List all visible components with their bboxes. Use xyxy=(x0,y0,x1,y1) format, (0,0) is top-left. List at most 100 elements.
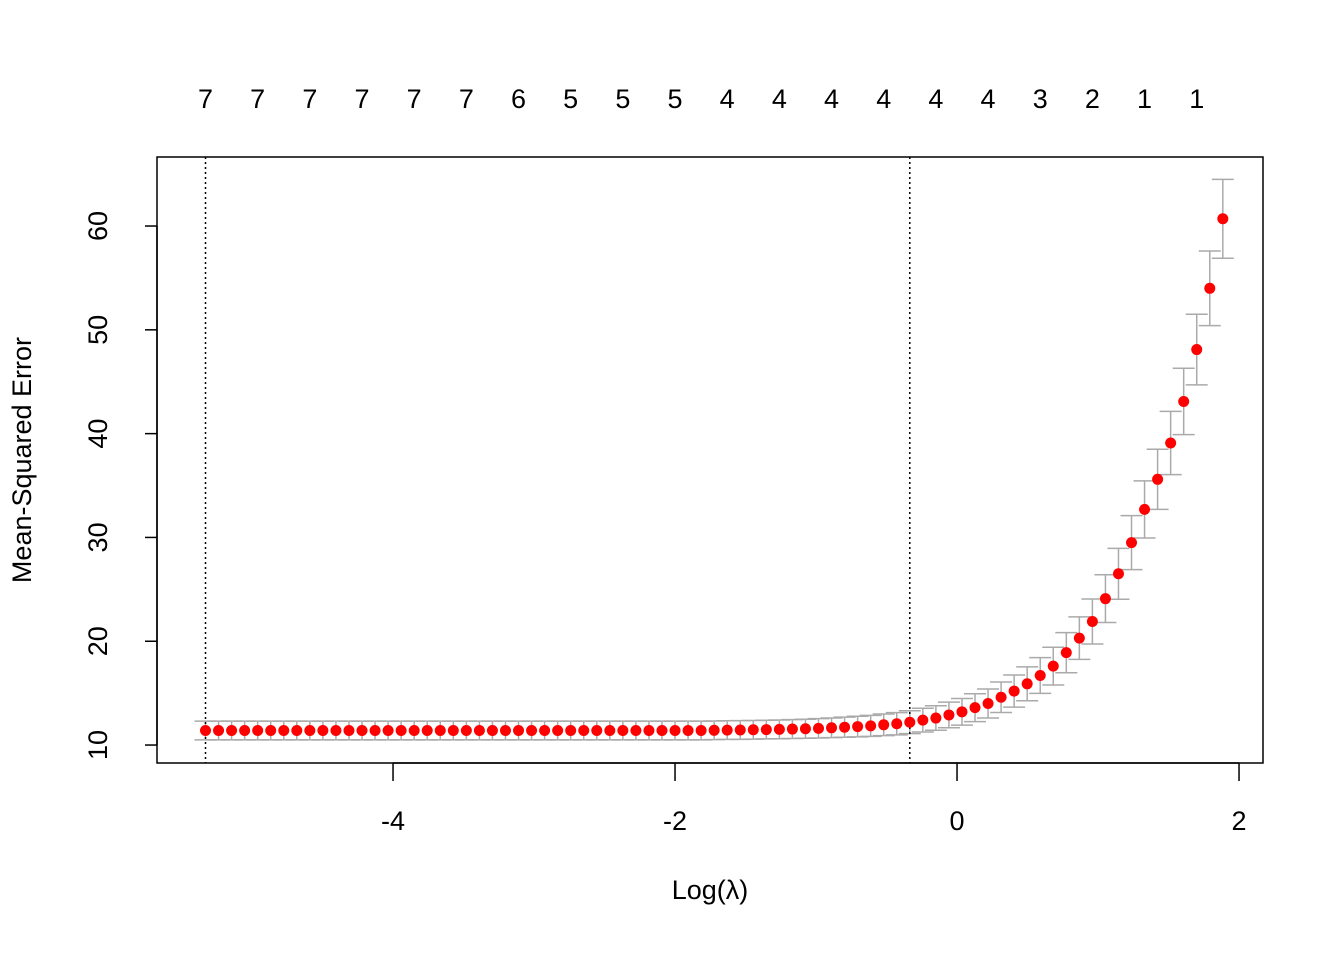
x-tick-label: 0 xyxy=(950,806,965,836)
point xyxy=(682,725,694,737)
point xyxy=(956,706,968,718)
top-axis-label: 2 xyxy=(1085,84,1100,114)
point xyxy=(526,725,538,737)
point xyxy=(239,725,251,737)
y-tick-label: 10 xyxy=(83,730,113,760)
point xyxy=(786,723,798,735)
point xyxy=(721,724,733,736)
point xyxy=(395,725,407,737)
point xyxy=(852,721,864,733)
point xyxy=(578,725,590,737)
point xyxy=(513,725,525,737)
top-axis-label: 4 xyxy=(824,84,839,114)
plot-box xyxy=(156,156,1264,764)
top-axis-label: 7 xyxy=(354,84,369,114)
point xyxy=(930,712,942,724)
top-axis-label: 5 xyxy=(668,84,683,114)
point xyxy=(878,719,890,731)
point xyxy=(1086,616,1098,628)
top-axis-label: 7 xyxy=(198,84,213,114)
point xyxy=(291,725,303,737)
y-tick-label: 50 xyxy=(83,315,113,345)
top-axis-label: 5 xyxy=(563,84,578,114)
top-axis-label: 1 xyxy=(1189,84,1204,114)
point xyxy=(1112,568,1124,580)
point xyxy=(747,724,759,736)
point xyxy=(812,722,824,734)
point xyxy=(1073,632,1085,644)
point xyxy=(917,714,929,726)
top-axis-label: 7 xyxy=(250,84,265,114)
x-tick-label: -4 xyxy=(381,806,405,836)
point xyxy=(982,698,994,710)
y-tick-label: 40 xyxy=(83,419,113,449)
top-axis-label: 4 xyxy=(876,84,891,114)
point xyxy=(1165,437,1177,449)
point xyxy=(1126,537,1138,549)
top-axis-label: 5 xyxy=(615,84,630,114)
point xyxy=(486,725,498,737)
point xyxy=(1217,213,1229,225)
y-tick-label: 20 xyxy=(83,626,113,656)
point xyxy=(252,725,264,737)
point xyxy=(695,725,707,737)
top-axis-label: 7 xyxy=(302,84,317,114)
point xyxy=(943,709,955,721)
top-axis-label: 4 xyxy=(928,84,943,114)
point xyxy=(969,702,981,714)
point xyxy=(995,691,1007,703)
point xyxy=(278,725,290,737)
point xyxy=(734,724,746,736)
point xyxy=(356,725,368,737)
point xyxy=(1021,678,1033,690)
point xyxy=(499,725,511,737)
top-axis-label: 3 xyxy=(1033,84,1048,114)
point xyxy=(839,721,851,733)
point xyxy=(565,725,577,737)
point xyxy=(630,725,642,737)
point xyxy=(539,725,551,737)
top-axis-label: 4 xyxy=(772,84,787,114)
point xyxy=(213,725,225,737)
point xyxy=(434,725,446,737)
point xyxy=(773,723,785,735)
point xyxy=(1152,473,1164,485)
point xyxy=(1139,503,1151,515)
point xyxy=(304,725,316,737)
point xyxy=(799,723,811,735)
point xyxy=(330,725,342,737)
point xyxy=(1060,647,1072,659)
point xyxy=(643,725,655,737)
point xyxy=(591,725,603,737)
point xyxy=(760,724,772,736)
point xyxy=(1204,282,1216,294)
point xyxy=(904,716,916,728)
point xyxy=(552,725,564,737)
top-axis-label: 7 xyxy=(459,84,474,114)
point xyxy=(891,718,903,730)
point xyxy=(669,725,681,737)
point xyxy=(604,725,616,737)
point xyxy=(708,724,720,736)
point xyxy=(421,725,433,737)
top-axis-label: 4 xyxy=(720,84,735,114)
point xyxy=(226,725,238,737)
y-tick-label: 30 xyxy=(83,522,113,552)
point xyxy=(460,725,472,737)
point xyxy=(1178,395,1190,407)
point xyxy=(656,725,668,737)
x-tick-label: -2 xyxy=(663,806,687,836)
x-tick-label: 2 xyxy=(1232,806,1247,836)
point xyxy=(1047,660,1059,672)
point xyxy=(382,725,394,737)
point xyxy=(473,725,485,737)
point xyxy=(1008,685,1020,697)
point xyxy=(1099,593,1111,605)
top-axis-label: 4 xyxy=(981,84,996,114)
point xyxy=(369,725,381,737)
point xyxy=(826,722,838,734)
point xyxy=(343,725,355,737)
top-axis-label: 1 xyxy=(1137,84,1152,114)
x-axis-label: Log(λ) xyxy=(672,875,749,905)
top-axis-label: 7 xyxy=(407,84,422,114)
